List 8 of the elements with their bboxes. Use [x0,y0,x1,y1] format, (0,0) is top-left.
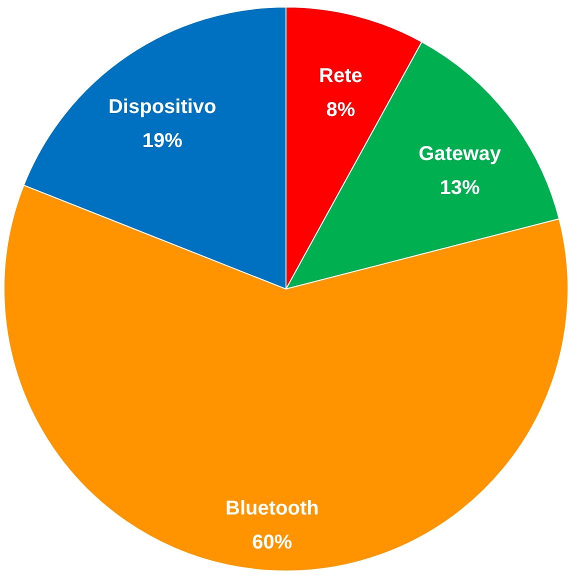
data-label: 8% [326,98,356,121]
data-label: 13% [440,177,480,200]
slice-label: Gateway [418,143,502,166]
slice-label: Rete [319,64,362,87]
data-label: 60% [252,532,292,554]
data-label: 19% [142,130,183,152]
slice-label: Dispositivo [108,96,216,118]
slice-label: Bluetooth [226,498,319,520]
